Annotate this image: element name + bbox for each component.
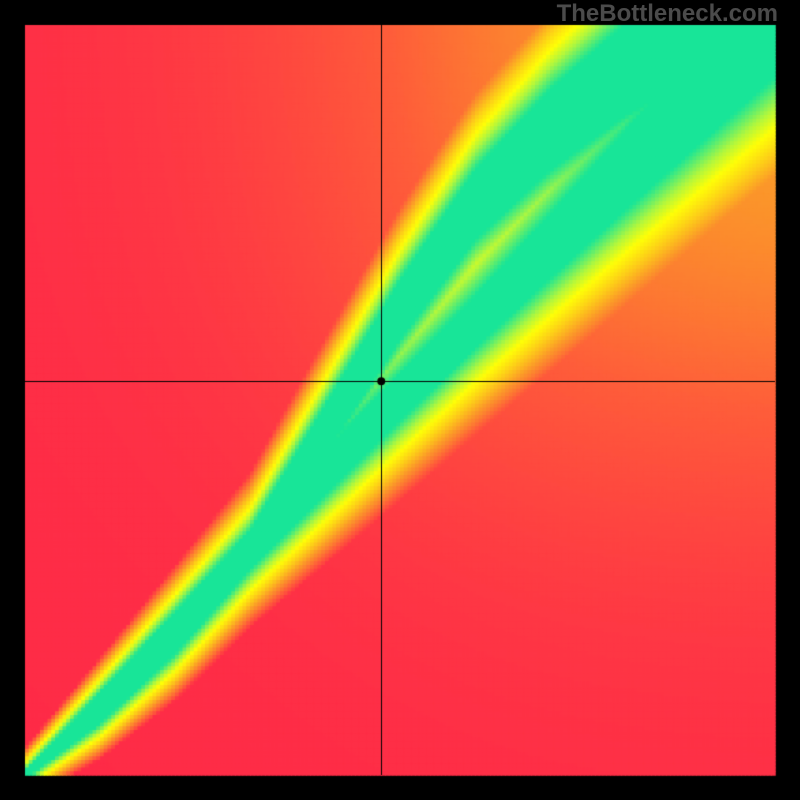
chart-container: TheBottleneck.com bbox=[0, 0, 800, 800]
bottleneck-heatmap-canvas bbox=[0, 0, 800, 800]
watermark-text: TheBottleneck.com bbox=[557, 0, 778, 28]
